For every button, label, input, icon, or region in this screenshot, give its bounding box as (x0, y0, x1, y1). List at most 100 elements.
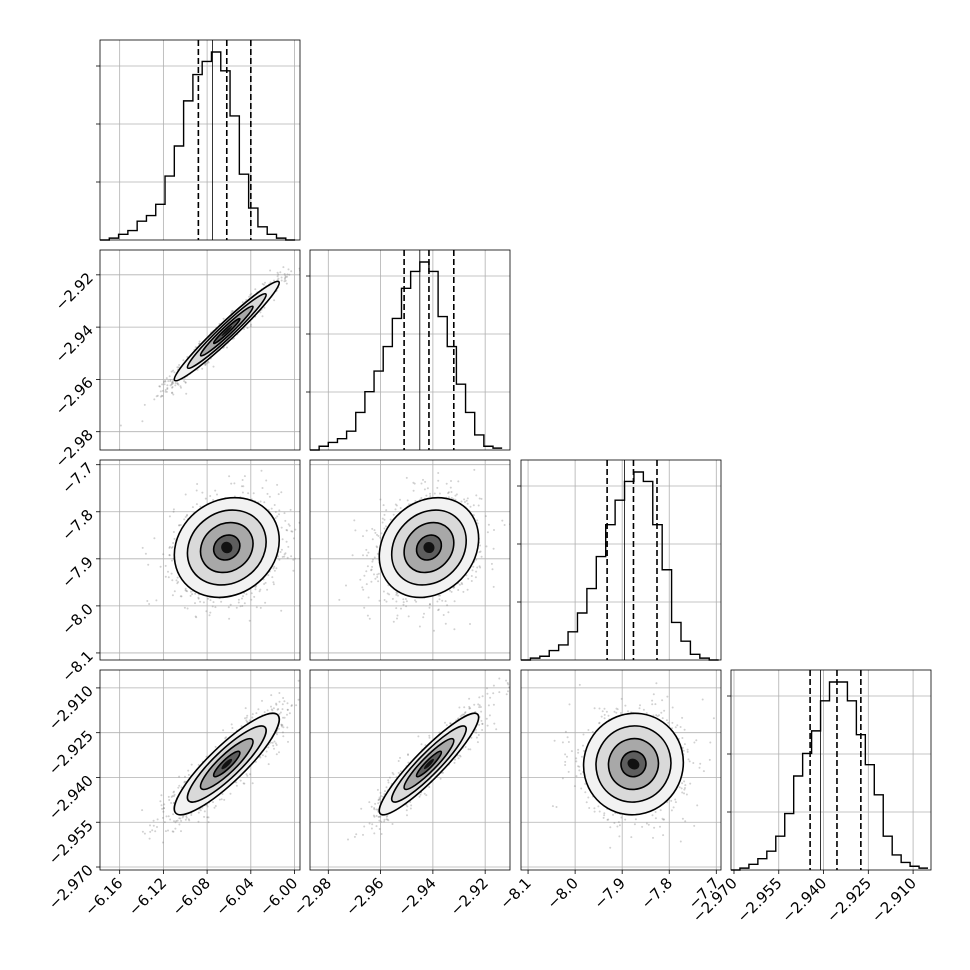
sample-point (159, 395, 162, 398)
sample-point (244, 707, 247, 710)
sample-point (276, 483, 279, 486)
sample-point (185, 589, 188, 592)
sample-point (402, 601, 405, 604)
sample-point (171, 391, 174, 394)
sample-point (253, 595, 256, 598)
sample-point (249, 773, 252, 776)
sample-point (437, 608, 440, 611)
sample-point (228, 475, 231, 478)
sample-point (463, 498, 466, 501)
sample-point (472, 504, 475, 507)
sample-point (476, 566, 479, 569)
sample-point (149, 824, 151, 827)
sample-point (408, 503, 410, 506)
histogram-line (521, 471, 719, 661)
sample-point (177, 581, 180, 583)
sample-point (273, 279, 275, 282)
sample-point (288, 524, 291, 527)
sample-point (275, 567, 278, 570)
panel-content (100, 670, 300, 870)
sample-point (214, 606, 217, 609)
sample-point (447, 491, 450, 494)
sample-point (162, 553, 165, 556)
sample-point (414, 500, 417, 502)
sample-point (466, 497, 469, 500)
sample-point (172, 382, 175, 385)
sample-point (172, 830, 175, 833)
sample-point (366, 554, 368, 557)
sample-point (394, 503, 397, 506)
panel-frame (309, 249, 511, 451)
sample-point (420, 482, 423, 485)
sample-point (278, 712, 281, 715)
sample-point (250, 323, 252, 326)
sample-point (280, 723, 283, 726)
sample-point (284, 552, 287, 555)
sample-point (437, 609, 440, 612)
sample-point (426, 487, 429, 490)
sample-point (172, 791, 175, 794)
sample-point (485, 545, 488, 548)
sample-point (371, 527, 374, 530)
sample-point (361, 586, 364, 589)
sample-point (441, 599, 444, 602)
sample-point (280, 725, 283, 728)
sample-point (475, 558, 478, 561)
sample-point (243, 328, 246, 331)
sample-point (433, 629, 435, 632)
sample-point (230, 482, 233, 485)
sample-point (246, 714, 249, 717)
sample-point (190, 590, 192, 593)
sample-point (211, 605, 214, 608)
sample-point (198, 342, 200, 345)
sample-point (413, 482, 416, 485)
sample-point (184, 381, 187, 384)
sample-point (173, 590, 176, 593)
sample-point (166, 387, 169, 389)
sample-point (172, 393, 175, 396)
sample-point (222, 317, 225, 320)
sample-point (260, 469, 263, 472)
density-peak (221, 326, 233, 337)
sample-point (159, 565, 162, 568)
sample-point (245, 298, 248, 301)
sample-point (170, 546, 173, 549)
sample-point (209, 599, 212, 602)
sample-point (206, 805, 209, 808)
sample-point (359, 578, 362, 581)
sample-point (281, 555, 284, 558)
panel-content (100, 250, 306, 450)
sample-point (180, 386, 182, 389)
sample-point (446, 604, 449, 607)
sample-point (222, 729, 225, 732)
sample-point (148, 603, 151, 605)
sample-point (429, 603, 431, 606)
sample-point (385, 509, 388, 512)
sample-point (395, 504, 398, 507)
sample-point (273, 747, 275, 750)
sample-point (164, 575, 167, 578)
sample-point (204, 363, 207, 366)
sample-point (373, 556, 376, 559)
sample-point (186, 355, 189, 358)
sample-point (187, 769, 190, 772)
sample-point (179, 524, 182, 526)
sample-point (475, 494, 478, 497)
sample-point (171, 579, 174, 582)
sample-point (375, 545, 378, 548)
sample-point (460, 582, 463, 584)
sample-point (274, 511, 277, 513)
sample-point (363, 574, 366, 577)
sample-point (467, 577, 470, 580)
sample-point (472, 565, 475, 568)
sample-point (172, 508, 175, 511)
sample-point (267, 763, 270, 766)
sample-point (186, 590, 189, 593)
sample-point (371, 560, 374, 563)
sample-point (304, 259, 306, 261)
sample-point (286, 275, 289, 278)
sample-point (180, 786, 183, 789)
sample-point (492, 547, 495, 550)
sample-point (235, 606, 238, 609)
sample-point (214, 805, 217, 807)
